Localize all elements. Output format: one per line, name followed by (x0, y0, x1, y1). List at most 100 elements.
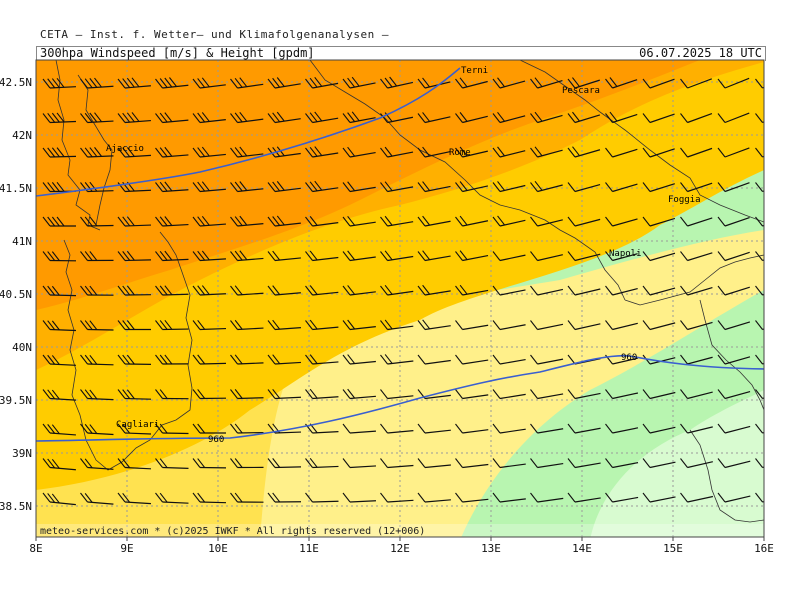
wind-barb (680, 251, 713, 262)
wind-barb (342, 388, 376, 400)
wind-barb (267, 285, 301, 296)
wind-barb (80, 251, 114, 262)
wind-barb (605, 492, 639, 503)
wind-barb (492, 389, 526, 400)
wind-barb (80, 77, 114, 89)
wind-barb (155, 181, 189, 193)
header-org: CETA — Inst. f. Wetter— und Klimafolgena… (40, 28, 390, 41)
wind-barb (717, 492, 751, 503)
wind-barb (42, 492, 76, 506)
wind-barb (492, 181, 526, 193)
wind-barb (117, 423, 152, 435)
wind-barb (755, 458, 764, 469)
wind-barb (417, 458, 451, 469)
wind-barb (680, 354, 713, 365)
wind-barb (417, 354, 451, 365)
wind-barb (155, 77, 189, 89)
wind-barb (642, 216, 676, 227)
coastline (55, 60, 101, 231)
wind-barb (117, 250, 152, 262)
wind-barb (417, 181, 451, 193)
wind-barb (80, 492, 114, 505)
wind-barb (530, 423, 564, 434)
lon-tick-label: 13E (481, 542, 501, 555)
lon-tick-label: 14E (572, 542, 592, 555)
wind-barb (192, 250, 226, 262)
wind-barb (755, 354, 764, 365)
wind-barb (455, 320, 489, 331)
lat-tick-label: 41.5N (0, 182, 32, 195)
wind-barb (417, 284, 451, 296)
wind-barb (717, 389, 751, 400)
wind-barb (192, 215, 226, 227)
wind-barb (155, 458, 189, 469)
wind-barb (642, 389, 676, 400)
wind-barb (342, 423, 376, 434)
wind-barb (605, 458, 639, 469)
wind-barb (80, 354, 114, 366)
wind-barb (642, 285, 676, 296)
city-labels: Terni Pescara Ajaccio Rome Foggia Napoli… (106, 66, 701, 430)
contour-label: 960 (208, 435, 224, 445)
wind-barb (755, 251, 764, 262)
wind-barb (267, 319, 301, 331)
wind-barb (305, 250, 339, 262)
wind-barb (192, 146, 226, 158)
wind-barb (717, 77, 750, 89)
wind-barb (230, 285, 264, 296)
wind-barb (642, 458, 676, 469)
wind-barb (305, 76, 339, 89)
wind-barb (192, 354, 227, 365)
contour-label: 960 (621, 353, 637, 363)
wind-barb (605, 147, 638, 158)
wind-barb (567, 77, 600, 89)
city-label-foggia: Foggia (668, 195, 701, 205)
wind-barb (155, 423, 189, 435)
wind-barb (80, 320, 114, 331)
wind-barb (155, 492, 189, 504)
wind-barb (680, 147, 713, 158)
wind-barb (230, 319, 264, 331)
wind-barb (492, 111, 526, 124)
wind-barb (530, 492, 564, 503)
wind-barb (155, 319, 189, 331)
footer-strip (36, 524, 764, 537)
wind-barb (192, 319, 227, 331)
wind-barb (530, 216, 563, 227)
wind-barb (642, 147, 675, 158)
wind-barb (380, 112, 414, 124)
wind-barb (267, 111, 301, 124)
wind-barb (380, 492, 414, 503)
wind-barb (230, 111, 264, 124)
wind-barb (342, 76, 376, 89)
height-contour-line (36, 354, 764, 442)
wind-barb (530, 111, 563, 124)
wind-barb (492, 215, 526, 227)
wind-barb (717, 216, 750, 227)
wind-barb (492, 354, 526, 365)
wind-barb (380, 250, 414, 262)
wind-barb (80, 112, 114, 124)
wind-barb (80, 147, 114, 158)
wind-barb (42, 251, 77, 262)
wind-barb (267, 458, 302, 469)
copyright-footer: meteo-services.com * (c)2025 IWKF * All … (40, 526, 425, 537)
wind-barb (230, 250, 264, 262)
wind-barb (117, 147, 151, 158)
lon-tick-label: 10E (208, 542, 228, 555)
wind-barb (717, 423, 751, 434)
wind-barb (605, 389, 639, 400)
wind-barb (42, 423, 76, 436)
wind-barb (567, 423, 601, 434)
wind-barb (717, 354, 751, 365)
map-datetime: 06.07.2025 18 UTC (639, 46, 762, 60)
wind-barb (305, 492, 339, 503)
coastline (309, 60, 626, 301)
wind-barb (417, 112, 451, 124)
wind-barb (155, 146, 189, 158)
wind-barb (417, 492, 451, 503)
wind-barb (717, 112, 750, 124)
wind-barb (567, 182, 601, 193)
lat-tick-label: 42N (12, 129, 32, 142)
